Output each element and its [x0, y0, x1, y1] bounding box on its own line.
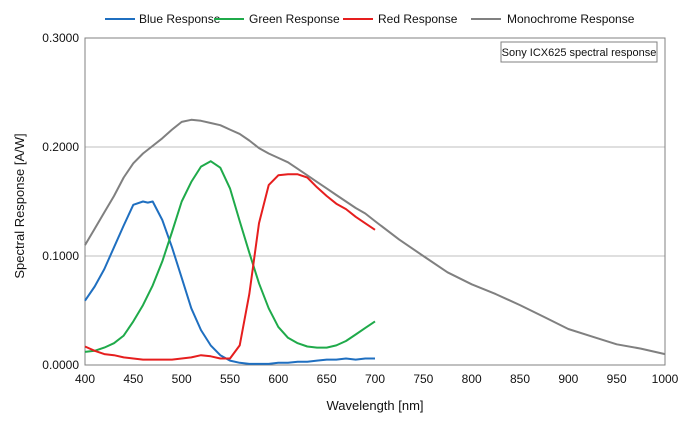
y-tick-label: 0.2000: [42, 140, 79, 154]
x-tick-label: 900: [558, 372, 578, 386]
plot-area-border: [84, 37, 666, 366]
x-tick-label: 500: [172, 372, 192, 386]
x-tick-label: 1000: [652, 372, 679, 386]
annotation-frame: [500, 41, 658, 63]
x-tick-label: 550: [220, 372, 240, 386]
series-line-red-response: [84, 173, 376, 361]
gridlines: [85, 37, 665, 257]
legend: Blue Response Green Response Red Respons…: [105, 12, 635, 26]
x-tick-labels: 400 450 500 550 600 650 700 750 800 850 900 950 1000: [75, 372, 679, 386]
x-tick-label: 800: [462, 372, 482, 386]
x-tick-label: 700: [365, 372, 385, 386]
legend-label-blue: Blue Response: [139, 12, 221, 26]
legend-label-green: Green Response: [249, 12, 340, 26]
y-tick-label: 0.0000: [42, 358, 79, 372]
x-tick-label: 750: [413, 372, 433, 386]
x-tick-label: 600: [268, 372, 288, 386]
series-line-blue-response: [84, 200, 375, 365]
y-tick-labels: 0.0000 0.1000 0.2000 0.3000: [42, 31, 79, 372]
series-line-monochrome-response: [84, 118, 666, 356]
y-axis-title: Spectral Response [A/W]: [12, 133, 27, 278]
series-lines: [84, 118, 666, 365]
x-tick-label: 450: [123, 372, 143, 386]
x-axis-title: Wavelength [nm]: [326, 398, 423, 413]
x-tick-label: 850: [510, 372, 530, 386]
x-tick-label: 650: [317, 372, 337, 386]
x-tick-label: 400: [75, 372, 95, 386]
y-tick-label: 0.1000: [42, 249, 79, 263]
y-tick-label: 0.3000: [42, 31, 79, 45]
x-tick-label: 950: [607, 372, 627, 386]
legend-label-red: Red Response: [378, 12, 458, 26]
series-line-green-response: [84, 160, 376, 353]
annotation-box: Sony ICX625 spectral response: [500, 41, 658, 63]
annotation-text: Sony ICX625 spectral response: [502, 47, 657, 59]
legend-label-mono: Monochrome Response: [507, 12, 635, 26]
